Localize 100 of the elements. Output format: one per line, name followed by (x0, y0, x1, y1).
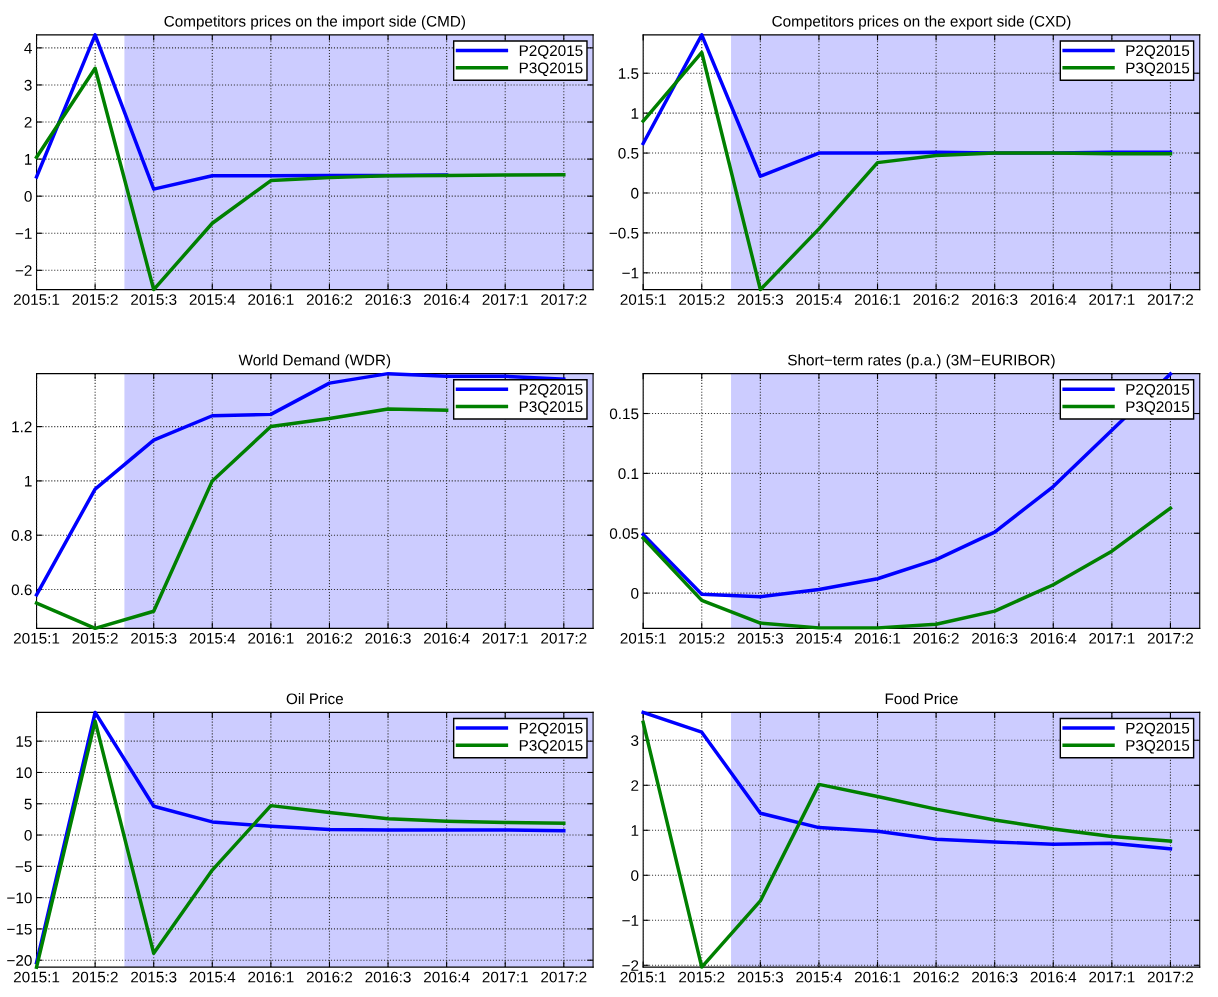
legend-label: P3Q2015 (1126, 62, 1190, 77)
x-tick-label: 2017:2 (541, 971, 587, 983)
y-tick-label: −5 (15, 861, 32, 873)
legend-label: P2Q2015 (1126, 45, 1190, 59)
x-tick-label: 2016:3 (972, 294, 1018, 305)
legend-label: P2Q2015 (519, 722, 583, 737)
x-tick-label: 2015:4 (189, 971, 236, 983)
x-tick-label: 2017:1 (482, 632, 528, 644)
y-tick-label: 0.6 (11, 584, 32, 596)
x-tick-label: 2016:4 (424, 971, 470, 983)
y-tick-label: 15 (16, 736, 32, 747)
y-tick-label: 0 (24, 829, 32, 841)
x-tick-label: 2016:1 (248, 632, 294, 644)
x-tick-label: 2016:2 (306, 632, 353, 644)
y-tick-label: 1.5 (618, 68, 639, 79)
x-tick-label: 2016:3 (365, 632, 411, 644)
chart-title: Oil Price (286, 692, 343, 705)
y-tick-label: −2 (622, 960, 639, 971)
x-tick-label: 2015:1 (620, 971, 666, 983)
y-tick-label: 0.1 (618, 468, 639, 480)
x-tick-label: 2015:1 (620, 632, 666, 644)
y-tick-label: −10 (7, 892, 32, 904)
x-tick-label: 2016:1 (854, 294, 901, 305)
y-tick-label: 2 (631, 780, 639, 791)
y-tick-label: 0.5 (618, 147, 639, 159)
legend-label: P3Q2015 (519, 740, 583, 754)
y-tick-label: −15 (7, 923, 32, 935)
x-tick-label: 2017:1 (482, 971, 528, 983)
y-tick-label: −2 (15, 265, 32, 276)
y-tick-label: 0 (631, 870, 639, 881)
y-tick-label: −0.5 (609, 227, 639, 239)
y-tick-label: 3 (631, 735, 639, 746)
x-tick-label: 2017:1 (1089, 294, 1135, 305)
x-tick-label: 2016:4 (424, 632, 470, 644)
x-tick-label: 2016:1 (854, 971, 901, 983)
x-tick-label: 2015:3 (737, 971, 784, 983)
x-tick-label: 2016:3 (365, 294, 411, 305)
x-tick-label: 2015:4 (189, 632, 236, 644)
x-tick-label: 2015:4 (796, 971, 842, 983)
legend-label: P3Q2015 (1126, 401, 1190, 415)
x-tick-label: 2017:2 (541, 294, 587, 305)
x-tick-label: 2016:3 (972, 971, 1018, 983)
y-tick-label: −1 (622, 915, 639, 926)
x-tick-label: 2015:2 (72, 632, 118, 644)
y-tick-label: 5 (24, 798, 32, 810)
y-tick-label: 1 (25, 154, 32, 165)
y-tick-label: 3 (24, 79, 32, 91)
x-tick-label: 2015:2 (679, 294, 725, 305)
x-tick-label: 2015:1 (13, 294, 60, 305)
chart-title: Food Price (885, 692, 958, 705)
y-tick-label: 1 (631, 825, 639, 836)
y-tick-label: 0 (631, 187, 639, 199)
x-tick-label: 2015:3 (737, 632, 784, 644)
x-tick-label: 2015:2 (679, 971, 725, 983)
x-tick-label: 2015:4 (189, 294, 236, 305)
x-tick-label: 2015:1 (13, 971, 60, 983)
x-tick-label: 2016:1 (248, 971, 294, 983)
legend-label: P2Q2015 (1126, 383, 1190, 398)
y-tick-label: 4 (24, 42, 32, 54)
x-tick-label: 2015:2 (679, 632, 725, 644)
x-tick-label: 2016:1 (248, 294, 294, 305)
x-tick-label: 2017:2 (1147, 971, 1194, 983)
y-tick-label: 1 (631, 108, 639, 119)
x-tick-label: 2015:1 (13, 632, 60, 644)
x-tick-label: 2016:3 (972, 632, 1018, 644)
x-tick-label: 2016:2 (913, 632, 959, 644)
chart-title: Short−term rates (p.a.) (3M−EURIBOR) (788, 354, 1055, 369)
x-tick-label: 2016:2 (306, 294, 353, 305)
y-tick-label: 1.2 (12, 421, 32, 433)
line-series (34, 407, 449, 631)
y-tick-label: 1 (25, 475, 32, 487)
x-tick-label: 2017:2 (1147, 294, 1194, 305)
legend-label: P3Q2015 (519, 401, 583, 415)
x-tick-label: 2015:3 (737, 294, 784, 305)
x-tick-label: 2017:2 (541, 632, 587, 644)
line-series (641, 506, 1173, 630)
chart-title: Competitors prices on the import side (CMD) (164, 15, 465, 30)
x-tick-label: 2016:3 (365, 971, 411, 983)
y-tick-label: 0.8 (11, 530, 32, 541)
x-tick-label: 2016:4 (1030, 294, 1077, 305)
y-tick-label: 2 (24, 116, 32, 128)
y-tick-label: 10 (16, 767, 32, 779)
x-tick-label: 2017:2 (1147, 632, 1194, 644)
y-tick-label: 0 (631, 588, 639, 599)
chart-title: Competitors prices on the export side (CXD) (772, 15, 1071, 30)
x-tick-label: 2015:2 (72, 294, 118, 305)
legend-label: P2Q2015 (519, 45, 583, 59)
legend-label: P3Q2015 (519, 62, 583, 77)
x-tick-label: 2016:2 (306, 971, 353, 983)
y-tick-label: 0.15 (609, 408, 639, 420)
y-tick-label: −20 (7, 955, 32, 966)
legend-label: P3Q2015 (1126, 740, 1190, 754)
legend-label: P2Q2015 (1126, 722, 1190, 737)
y-tick-label: 0.05 (609, 528, 639, 539)
x-tick-label: 2016:2 (913, 971, 959, 983)
x-tick-label: 2015:4 (796, 294, 842, 305)
chart-title: World Demand (WDR) (238, 354, 391, 369)
x-tick-label: 2017:1 (482, 294, 528, 305)
x-tick-label: 2016:4 (424, 294, 470, 305)
x-tick-label: 2015:2 (72, 971, 118, 983)
